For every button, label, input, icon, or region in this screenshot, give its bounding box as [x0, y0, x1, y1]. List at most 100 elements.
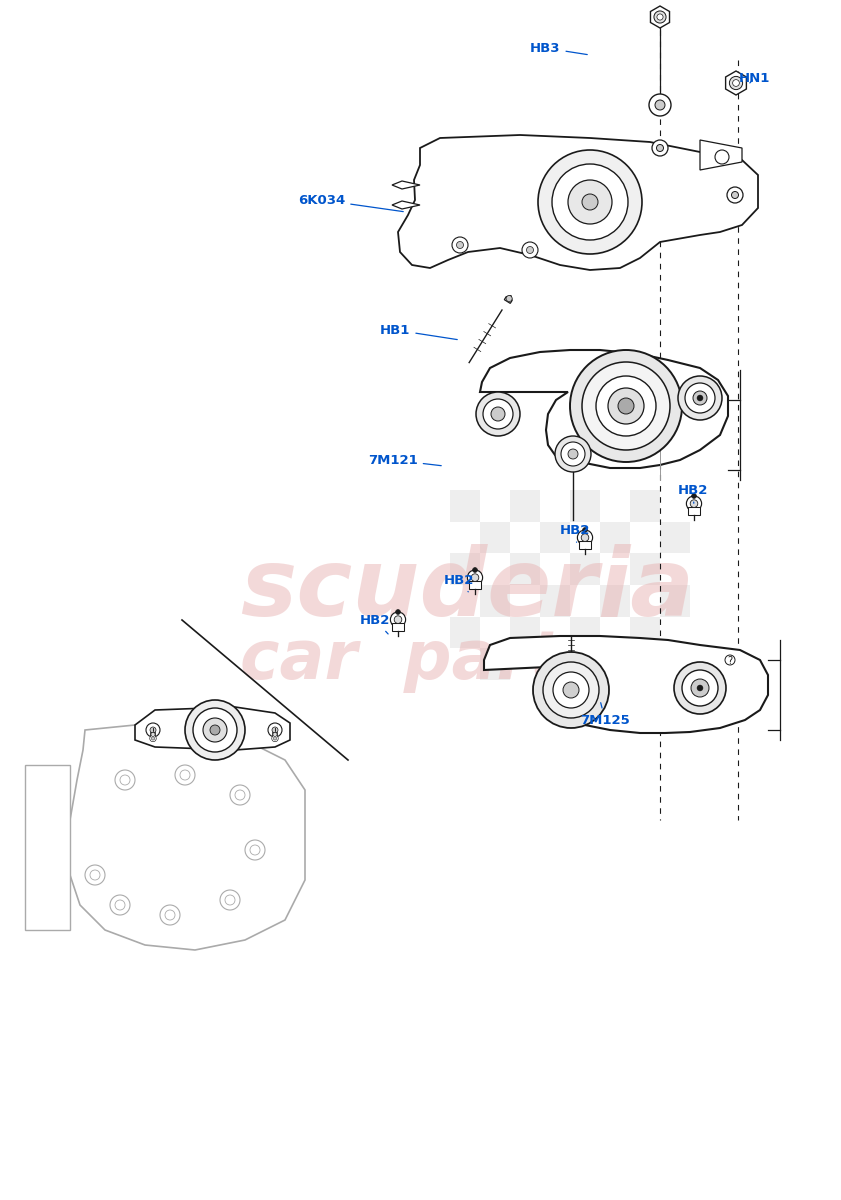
- Circle shape: [506, 295, 512, 301]
- Text: ?: ?: [727, 656, 733, 666]
- Circle shape: [491, 407, 505, 421]
- Text: 6K034: 6K034: [298, 193, 403, 211]
- Polygon shape: [27, 821, 70, 835]
- Circle shape: [272, 736, 278, 742]
- Circle shape: [110, 895, 130, 914]
- Circle shape: [691, 493, 696, 498]
- Polygon shape: [484, 636, 768, 733]
- Circle shape: [674, 662, 726, 714]
- Bar: [540, 648, 570, 680]
- Circle shape: [115, 900, 125, 910]
- Circle shape: [691, 679, 709, 697]
- Bar: [480, 648, 510, 680]
- Bar: [600, 522, 630, 553]
- Circle shape: [85, 865, 105, 886]
- Polygon shape: [398, 134, 758, 270]
- Polygon shape: [135, 707, 290, 750]
- Circle shape: [115, 770, 135, 790]
- Bar: [660, 522, 690, 553]
- Bar: [570, 553, 600, 584]
- Circle shape: [272, 727, 278, 733]
- Circle shape: [390, 612, 405, 628]
- Bar: [450, 490, 480, 522]
- Text: HN1: HN1: [738, 72, 770, 84]
- Text: HB2: HB2: [360, 613, 390, 634]
- Circle shape: [596, 376, 656, 436]
- Polygon shape: [700, 140, 742, 170]
- Circle shape: [686, 496, 701, 511]
- Polygon shape: [27, 804, 70, 818]
- Circle shape: [473, 568, 478, 572]
- Circle shape: [563, 682, 579, 698]
- Text: 7M121: 7M121: [368, 454, 442, 467]
- Text: HB1: HB1: [380, 324, 458, 340]
- Polygon shape: [27, 872, 70, 886]
- Circle shape: [220, 890, 240, 910]
- Circle shape: [561, 442, 585, 466]
- Text: HB2: HB2: [678, 484, 708, 503]
- Circle shape: [734, 80, 738, 85]
- Circle shape: [652, 140, 668, 156]
- Polygon shape: [27, 906, 70, 920]
- Circle shape: [180, 770, 190, 780]
- Polygon shape: [27, 787, 70, 802]
- Circle shape: [268, 722, 282, 737]
- Circle shape: [471, 574, 479, 581]
- Polygon shape: [469, 581, 481, 589]
- Bar: [660, 584, 690, 617]
- Bar: [570, 490, 600, 522]
- Bar: [600, 648, 630, 680]
- Circle shape: [146, 722, 160, 737]
- Polygon shape: [27, 838, 70, 852]
- Circle shape: [553, 672, 589, 708]
- Circle shape: [733, 79, 739, 86]
- Polygon shape: [688, 508, 700, 515]
- Circle shape: [729, 77, 743, 90]
- Polygon shape: [650, 6, 669, 28]
- Circle shape: [690, 499, 698, 508]
- Circle shape: [230, 785, 250, 805]
- Bar: [450, 553, 480, 584]
- Polygon shape: [27, 889, 70, 902]
- Bar: [510, 490, 540, 522]
- Text: HB3: HB3: [530, 42, 587, 54]
- Polygon shape: [392, 181, 420, 188]
- Circle shape: [697, 395, 703, 401]
- Circle shape: [693, 391, 707, 404]
- Circle shape: [608, 388, 644, 424]
- Circle shape: [654, 11, 666, 23]
- Circle shape: [250, 845, 260, 854]
- Circle shape: [570, 350, 682, 462]
- Bar: [630, 553, 660, 584]
- Circle shape: [618, 398, 634, 414]
- Circle shape: [483, 398, 513, 428]
- Circle shape: [476, 392, 520, 436]
- Polygon shape: [505, 295, 512, 304]
- Circle shape: [682, 670, 718, 706]
- Circle shape: [193, 708, 237, 752]
- Bar: [660, 648, 690, 680]
- Circle shape: [203, 718, 227, 742]
- Circle shape: [160, 905, 180, 925]
- Polygon shape: [27, 854, 70, 869]
- Circle shape: [395, 610, 400, 614]
- Circle shape: [697, 685, 703, 691]
- Polygon shape: [392, 200, 420, 209]
- Circle shape: [583, 528, 587, 533]
- Polygon shape: [27, 770, 70, 784]
- Circle shape: [185, 700, 245, 760]
- Circle shape: [657, 144, 664, 151]
- Bar: [570, 617, 600, 648]
- Bar: [630, 490, 660, 522]
- Bar: [480, 584, 510, 617]
- Circle shape: [452, 236, 468, 253]
- Circle shape: [151, 737, 155, 740]
- Circle shape: [581, 534, 589, 541]
- Circle shape: [685, 383, 715, 413]
- Text: scuderia: scuderia: [240, 544, 694, 636]
- Text: car  parts: car parts: [240, 626, 601, 692]
- Bar: [510, 617, 540, 648]
- Polygon shape: [272, 732, 278, 738]
- Circle shape: [582, 194, 598, 210]
- Circle shape: [522, 242, 538, 258]
